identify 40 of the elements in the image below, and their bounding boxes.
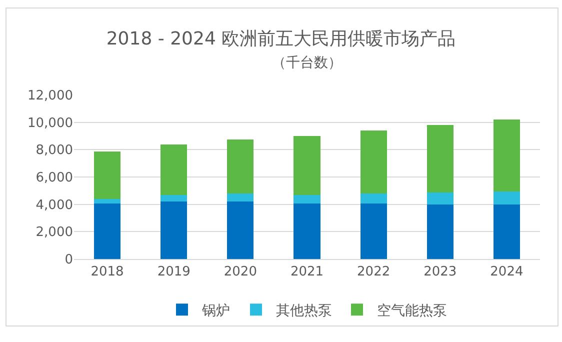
bar <box>94 198 121 204</box>
bar <box>227 202 254 259</box>
y-tick-label: 12,000 <box>28 88 73 104</box>
chart-subtitle: （千台数） <box>272 55 342 71</box>
y-tick-label: 10,000 <box>28 116 73 131</box>
x-tick-label: 2019 <box>157 264 190 280</box>
legend-label: 空气能热泵 <box>377 303 447 320</box>
bar <box>493 191 520 204</box>
chart-title: 2018 - 2024 欧洲前五大民用供暖市场产品 <box>106 28 456 50</box>
bar <box>160 202 188 259</box>
bar <box>360 130 387 194</box>
bar <box>426 125 454 193</box>
y-tick-label: 0 <box>64 252 73 268</box>
bar <box>493 204 520 259</box>
y-tick-label: 4,000 <box>36 198 73 213</box>
bar <box>493 120 520 192</box>
legend-label: 其他热泵 <box>276 303 332 320</box>
x-tick-label: 2022 <box>357 264 390 280</box>
x-tick-label: 2023 <box>424 264 457 280</box>
bar <box>94 152 121 199</box>
x-tick-label: 2020 <box>224 264 257 280</box>
x-tick-label: 2021 <box>290 264 324 280</box>
legend-label: 锅炉 <box>201 303 230 320</box>
bar <box>426 204 454 259</box>
bar <box>160 195 188 202</box>
bar <box>227 139 254 194</box>
x-tick-label: 2024 <box>490 264 524 280</box>
bar <box>294 204 320 259</box>
bar <box>227 193 254 202</box>
y-tick-label: 6,000 <box>36 170 73 186</box>
bar <box>360 193 387 204</box>
y-tick-label: 2,000 <box>36 225 73 240</box>
bar <box>160 144 188 196</box>
x-tick-label: 2018 <box>90 264 124 280</box>
y-tick-label: 8,000 <box>36 143 73 158</box>
bar <box>94 204 121 259</box>
bar <box>294 194 320 204</box>
bar <box>294 136 320 195</box>
bar <box>360 204 387 259</box>
bar <box>426 192 454 204</box>
